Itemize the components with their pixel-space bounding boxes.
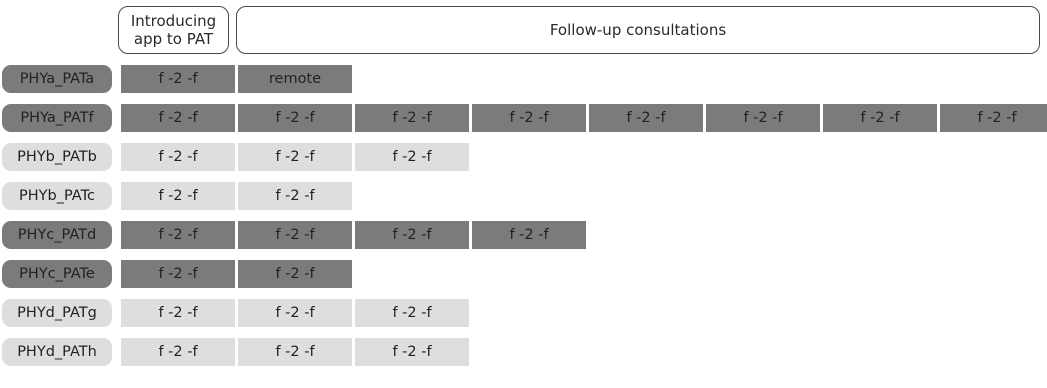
consultation-cell: f -2 -f xyxy=(238,260,352,288)
consultation-cell: f -2 -f xyxy=(355,221,469,249)
consultation-cell: f -2 -f xyxy=(121,221,235,249)
row-label: PHYb_PATb xyxy=(2,143,112,171)
consultation-cell: f -2 -f xyxy=(238,338,352,366)
consultation-cell: f -2 -f xyxy=(589,104,703,132)
consultation-cell: f -2 -f xyxy=(121,143,235,171)
row-label: PHYc_PATd xyxy=(2,221,112,249)
consultation-cell: f -2 -f xyxy=(355,338,469,366)
header-introducing-app-label: Introducing app to PAT xyxy=(130,12,217,48)
consultation-cell: f -2 -f xyxy=(472,104,586,132)
consultation-cell: f -2 -f xyxy=(940,104,1047,132)
consultation-cell: remote xyxy=(238,65,352,93)
row-label: PHYb_PATc xyxy=(2,182,112,210)
header-follow-up-consultations: Follow-up consultations xyxy=(236,6,1040,54)
consultation-cell: f -2 -f xyxy=(823,104,937,132)
consultation-cell: f -2 -f xyxy=(238,182,352,210)
consultation-cell: f -2 -f xyxy=(472,221,586,249)
consultation-cell: f -2 -f xyxy=(355,143,469,171)
header-introducing-app: Introducing app to PAT xyxy=(118,6,229,54)
row-label: PHYd_PATg xyxy=(2,299,112,327)
consultation-cell: f -2 -f xyxy=(121,65,235,93)
consultation-cell: f -2 -f xyxy=(121,182,235,210)
consultation-cell: f -2 -f xyxy=(121,260,235,288)
consultation-cell: f -2 -f xyxy=(238,221,352,249)
consultation-cell: f -2 -f xyxy=(238,104,352,132)
consultation-cell: f -2 -f xyxy=(355,299,469,327)
consultation-cell: f -2 -f xyxy=(121,104,235,132)
row-label: PHYc_PATe xyxy=(2,260,112,288)
header-follow-up-label: Follow-up consultations xyxy=(549,21,727,39)
consultation-cell: f -2 -f xyxy=(121,338,235,366)
consultation-cell: f -2 -f xyxy=(238,143,352,171)
consultation-cell: f -2 -f xyxy=(238,299,352,327)
consultation-cell: f -2 -f xyxy=(706,104,820,132)
consultation-cell: f -2 -f xyxy=(355,104,469,132)
row-label: PHYa_PATa xyxy=(2,65,112,93)
consultation-cell: f -2 -f xyxy=(121,299,235,327)
row-label: PHYa_PATf xyxy=(2,104,112,132)
row-label: PHYd_PATh xyxy=(2,338,112,366)
